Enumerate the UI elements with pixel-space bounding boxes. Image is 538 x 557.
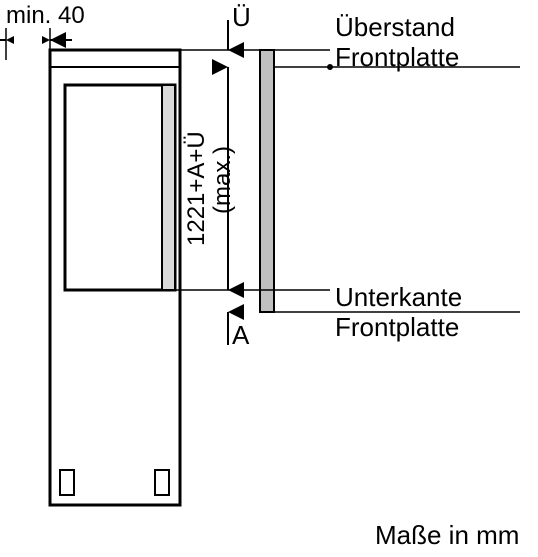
- diagram-svg: [0, 0, 538, 557]
- height-note-label: (max.): [209, 146, 237, 214]
- u-symbol-label: Ü: [232, 2, 251, 33]
- bottom-label-2: Frontplatte: [335, 312, 459, 343]
- leader-dot: [327, 64, 333, 70]
- height-formula-label: 1221+A+Ü: [183, 131, 211, 246]
- outer-cabinet: [50, 50, 180, 505]
- hinge-right: [155, 470, 169, 495]
- overhang-label-1: Überstand: [335, 12, 455, 43]
- overhang-label-2: Frontplatte: [335, 42, 459, 73]
- diagram-canvas: min. 40 Ü Überstand Frontplatte 1221+A+Ü…: [0, 0, 538, 557]
- inner-door: [65, 85, 175, 290]
- bottom-label-1: Unterkante: [335, 282, 462, 313]
- inner-door-edge: [162, 85, 175, 290]
- a-symbol-label: A: [232, 320, 249, 351]
- min-clearance-label: min. 40: [6, 2, 85, 30]
- front-panel: [260, 50, 274, 312]
- hinge-left: [60, 470, 74, 495]
- units-label: Maße in mm: [375, 520, 519, 551]
